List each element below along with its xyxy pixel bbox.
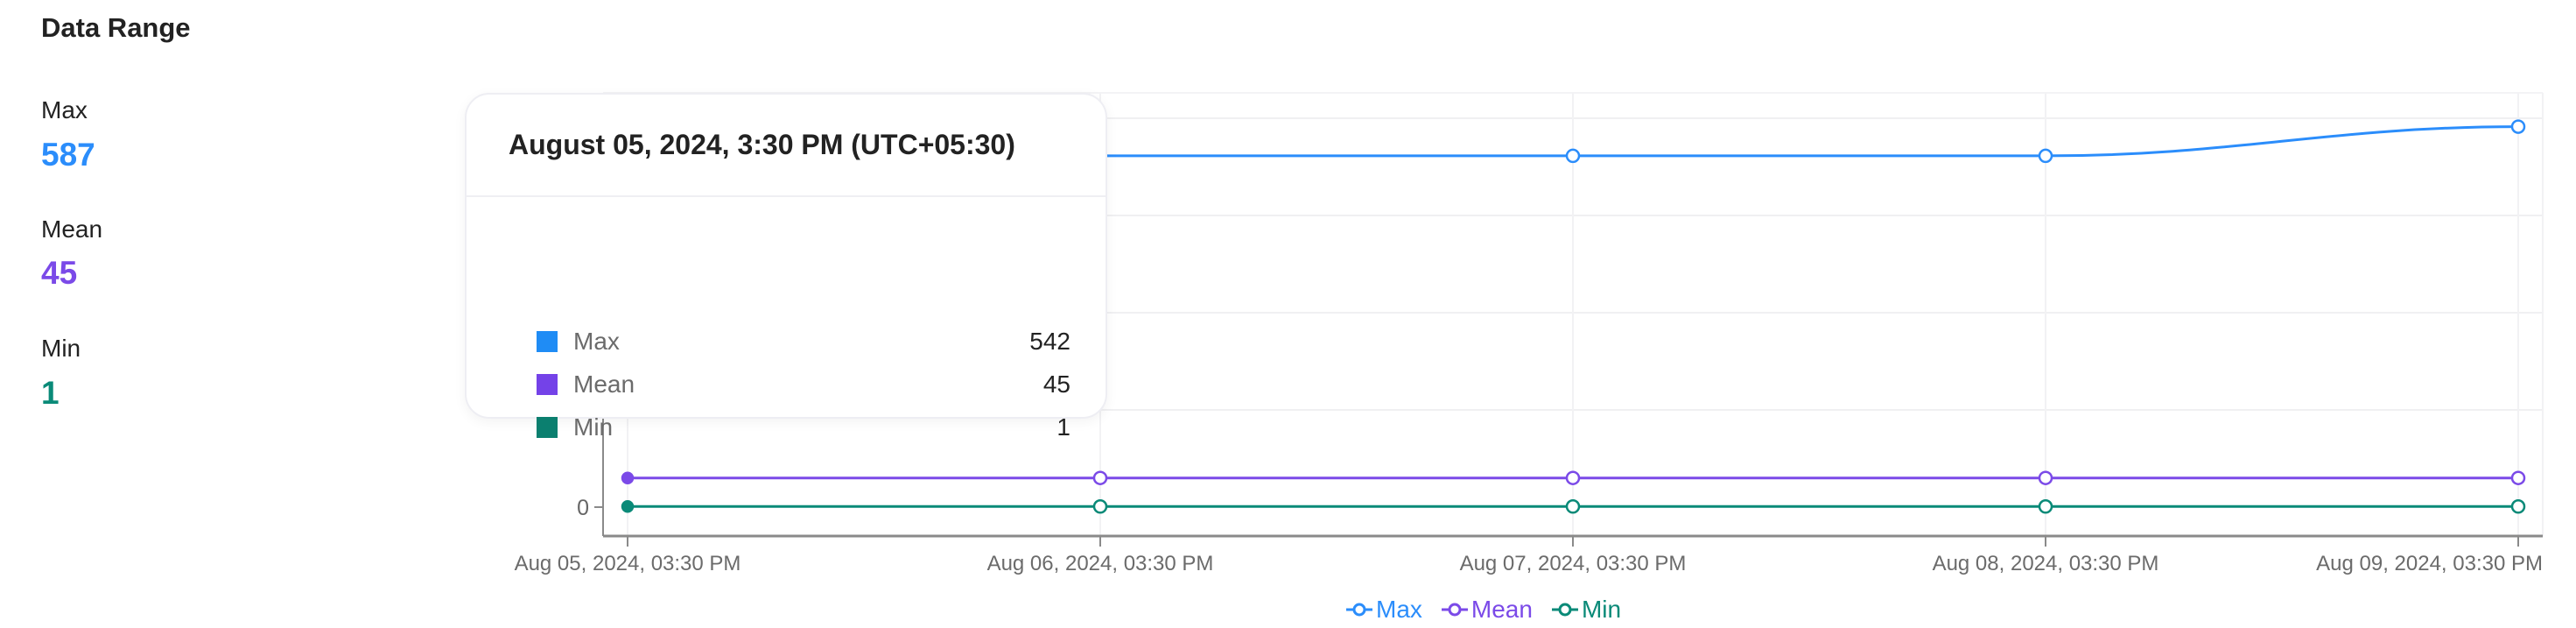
legend-item-mean[interactable]: Mean: [1441, 596, 1533, 624]
data-point-min: [621, 500, 635, 513]
x-tick-label: Aug 07, 2024, 03:30 PM: [1460, 552, 1687, 575]
mean-swatch-icon: [537, 374, 558, 395]
tooltip-row-value: 1: [1056, 413, 1070, 441]
x-tick-label: Aug 06, 2024, 03:30 PM: [987, 552, 1214, 575]
tooltip-row-min: Min 1: [537, 410, 1070, 445]
data-point-min: [1092, 499, 1108, 514]
section-title: Data Range: [41, 12, 191, 43]
tooltip-row-max: Max 542: [537, 324, 1070, 359]
data-point-mean: [2038, 470, 2053, 485]
stat-mean-value: 45: [41, 255, 78, 291]
data-point-min: [2510, 499, 2526, 514]
tooltip-row-name: Mean: [573, 370, 635, 398]
max-swatch-icon: [537, 331, 558, 352]
min-swatch-icon: [537, 417, 558, 438]
chart-legend: Max Mean Min: [1346, 596, 1621, 624]
tooltip-row-value: 542: [1029, 328, 1070, 355]
line-marker-icon: [1346, 603, 1372, 617]
legend-label: Mean: [1470, 596, 1533, 623]
line-marker-icon: [1441, 603, 1468, 617]
legend-label: Max: [1376, 596, 1422, 623]
tooltip-row-name: Max: [573, 328, 620, 355]
data-point-mean: [1565, 470, 1581, 485]
stat-mean-label: Mean: [41, 215, 103, 243]
legend-item-max[interactable]: Max: [1346, 596, 1422, 624]
x-tick-label: Aug 05, 2024, 03:30 PM: [515, 552, 741, 575]
y-tick-label: 0: [577, 496, 589, 520]
data-point-max: [1565, 148, 1581, 164]
tooltip-row-value: 45: [1042, 370, 1070, 398]
data-point-min: [2038, 499, 2053, 514]
tooltip-row-name: Min: [573, 413, 614, 441]
x-tick-label: Aug 08, 2024, 03:30 PM: [1933, 552, 2159, 575]
data-point-mean: [2510, 470, 2526, 485]
line-marker-icon: [1551, 603, 1578, 617]
data-point-max: [2038, 148, 2053, 164]
stat-max-label: Max: [41, 96, 88, 123]
tooltip-header: August 05, 2024, 3:30 PM (UTC+05:30): [467, 95, 1106, 197]
stat-max-value: 587: [41, 137, 95, 173]
x-tick-label: Aug 09, 2024, 03:30 PM: [2316, 552, 2543, 575]
tooltip-row-mean: Mean 45: [537, 367, 1070, 402]
data-point-max: [2510, 119, 2526, 134]
legend-label: Min: [1581, 596, 1622, 623]
stat-min-value: 1: [41, 375, 60, 411]
chart-tooltip: August 05, 2024, 3:30 PM (UTC+05:30) Max…: [465, 93, 1107, 441]
data-point-mean: [621, 471, 635, 484]
legend-item-min[interactable]: Min: [1551, 596, 1622, 624]
data-point-min: [1565, 499, 1581, 514]
data-point-mean: [1092, 470, 1108, 485]
stat-min-label: Min: [41, 335, 81, 362]
